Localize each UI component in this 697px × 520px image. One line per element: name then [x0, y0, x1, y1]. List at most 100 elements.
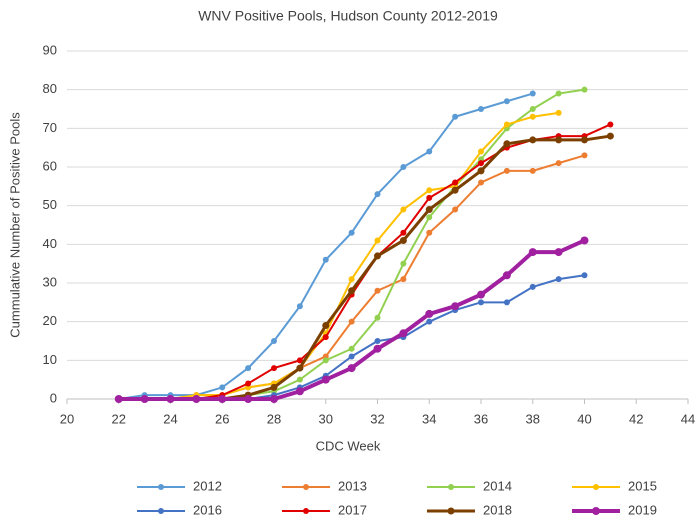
data-point [348, 276, 355, 283]
data-point [270, 395, 278, 403]
data-point [606, 132, 614, 140]
x-tick-label: 36 [474, 411, 488, 426]
legend-label: 2017 [338, 502, 367, 517]
data-point [503, 121, 510, 128]
data-point [529, 283, 536, 290]
data-point [581, 136, 588, 144]
data-point [426, 318, 433, 325]
data-point [478, 148, 484, 155]
legend-marker [592, 507, 600, 515]
data-point [554, 248, 563, 257]
legend-marker [303, 484, 309, 490]
x-tick-label: 30 [319, 411, 333, 426]
y-axis-label: Cummulative Number of Positive Pools [7, 112, 22, 338]
data-point [555, 276, 562, 283]
data-point [502, 271, 511, 280]
x-tick-label: 20 [60, 411, 74, 426]
data-point [555, 160, 562, 167]
legend-marker [303, 508, 309, 514]
data-point [400, 206, 407, 213]
x-tick-label: 22 [112, 411, 126, 426]
data-point [426, 214, 433, 221]
x-tick-label: 40 [577, 411, 591, 426]
data-point [348, 229, 355, 236]
data-point [400, 260, 407, 267]
data-point [503, 299, 510, 306]
data-point [347, 364, 356, 373]
data-point [296, 364, 304, 372]
data-point [322, 256, 329, 263]
data-point [426, 229, 433, 236]
x-tick-label: 26 [215, 411, 229, 426]
legend-label: 2015 [628, 478, 657, 493]
data-point [581, 272, 588, 279]
data-point [270, 383, 278, 391]
data-point [555, 109, 562, 116]
x-tick-label: 44 [681, 411, 695, 426]
data-point [477, 167, 485, 175]
data-point [166, 395, 175, 403]
data-point [296, 376, 303, 383]
data-point [426, 148, 433, 155]
data-point [528, 248, 537, 257]
data-point [451, 186, 459, 194]
data-point [400, 276, 407, 283]
data-point [245, 365, 252, 372]
y-tick-label: 10 [43, 352, 57, 367]
legend-label: 2019 [628, 502, 657, 517]
data-point [426, 187, 433, 194]
data-point [451, 302, 460, 311]
legend-label: 2012 [193, 478, 222, 493]
data-point [452, 206, 459, 213]
data-point [219, 384, 226, 391]
data-point [503, 140, 511, 148]
legend-label: 2016 [193, 502, 222, 517]
data-point [374, 314, 381, 321]
legend-marker [593, 484, 599, 490]
chart-title: WNV Positive Pools, Hudson County 2012-2… [198, 8, 498, 24]
data-point [322, 334, 329, 341]
data-point [296, 357, 303, 364]
data-point [374, 237, 381, 244]
data-point [374, 191, 381, 198]
data-point [271, 365, 277, 372]
data-point [478, 179, 484, 186]
x-tick-label: 38 [526, 411, 540, 426]
y-tick-label: 20 [43, 313, 57, 328]
legend-label: 2014 [483, 478, 512, 493]
data-point [581, 152, 588, 159]
legend-marker [158, 508, 164, 514]
x-tick-label: 34 [422, 411, 436, 426]
data-point [399, 236, 407, 244]
x-tick-label: 28 [267, 411, 281, 426]
data-point [245, 380, 252, 387]
data-point [503, 167, 510, 174]
legend-label: 2013 [338, 478, 367, 493]
data-point [529, 136, 537, 144]
data-point [400, 164, 407, 170]
y-tick-label: 50 [43, 197, 57, 212]
data-point [374, 287, 381, 294]
data-point [348, 318, 355, 325]
data-point [529, 167, 536, 174]
data-point [321, 375, 330, 384]
data-point [607, 121, 614, 128]
data-point [348, 287, 356, 295]
data-point [140, 395, 149, 403]
legend-marker [448, 484, 454, 490]
y-tick-label: 60 [43, 158, 57, 173]
data-point [452, 113, 459, 120]
x-tick-label: 24 [163, 411, 177, 426]
data-point [478, 299, 484, 306]
x-tick-label: 42 [629, 411, 643, 426]
data-point [555, 136, 563, 144]
data-point [529, 113, 536, 120]
data-point [426, 194, 433, 201]
data-point [400, 229, 407, 236]
data-point [581, 86, 588, 93]
data-point [425, 309, 434, 318]
y-tick-label: 40 [43, 236, 57, 251]
y-tick-label: 90 [43, 42, 57, 57]
